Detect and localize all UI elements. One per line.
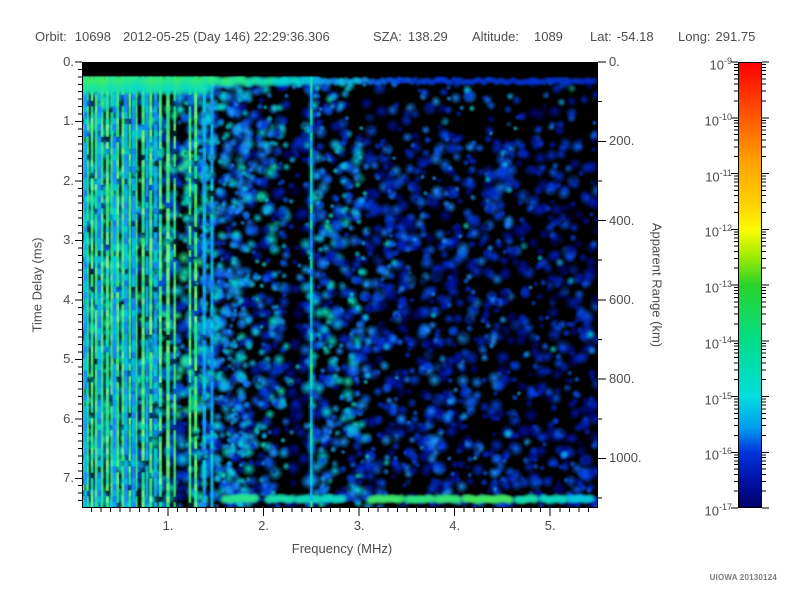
colorbar-tick-exponent: -14 — [718, 334, 732, 345]
observation-header: Orbit: 10698 2012-05-25 (Day 146) 22:29:36… — [0, 29, 800, 45]
header-field-value: -54.18 — [616, 29, 654, 44]
y-left-tick-label: 0. — [63, 54, 74, 69]
colorbar-tick-base: 10 — [704, 280, 719, 296]
y-right-axis-title: Apparent Range (km) — [649, 222, 665, 348]
y-right-tick-label: 1000. — [609, 450, 642, 466]
x-tick-label: 3. — [353, 518, 365, 533]
colorbar-tick-base: 10 — [704, 336, 719, 352]
header-item-datetime: 2012-05-25 (Day 146) 22:29:36.306 — [123, 29, 330, 44]
header-field-value: 2012-05-25 (Day 146) 22:29:36.306 — [123, 29, 330, 44]
colorbar-tick-label: 10-14 — [705, 332, 732, 352]
colorbar-tick-base: 10 — [709, 57, 724, 73]
header-field-label: Lat: — [590, 29, 612, 44]
header-field-label: Long: — [678, 29, 711, 44]
header-item-lat: Lat: -54.18 — [590, 29, 654, 44]
colorbar-tick-label: 10-11 — [705, 165, 732, 185]
colorbar-tick-label: 10-10 — [705, 109, 732, 129]
y-left-tick-label: 5. — [63, 351, 74, 367]
y-left-axis-title: Time Delay (ms) — [29, 237, 45, 333]
header-field-label: Altitude: — [472, 29, 519, 44]
x-axis-title: Frequency (MHz) — [291, 541, 393, 556]
colorbar-tick-exponent: -9 — [723, 56, 732, 66]
y-left-tick-label: 3. — [63, 232, 74, 248]
colorbar-tick-exponent: -16 — [718, 446, 732, 457]
x-tick-label: 2. — [258, 518, 269, 533]
y-right-tick-label: 200. — [609, 133, 635, 149]
header-item-long: Long: 291.75 — [678, 29, 755, 44]
y-right-tick-label: 0. — [609, 54, 620, 69]
colorbar-tick-base: 10 — [704, 224, 719, 240]
header-field-value: 10698 — [74, 29, 111, 44]
colorbar-tick-base: 10 — [704, 113, 719, 129]
colorbar-tick-exponent: -15 — [718, 390, 732, 401]
header-field-label: Orbit: — [35, 29, 67, 44]
colorbar-tick-label: 10-12 — [705, 220, 732, 240]
credit-label: UIOWA 20130124 — [709, 573, 777, 582]
header-field-label: SZA: — [373, 29, 402, 44]
y-left-tick-label: 2. — [63, 172, 74, 188]
colorbar-tick-exponent: -13 — [718, 279, 732, 289]
y-left-tick-label: 1. — [63, 113, 74, 129]
x-tick-label: 4. — [449, 518, 461, 533]
x-tick-label: 5. — [544, 518, 556, 533]
y-left-tick-label: 7. — [63, 470, 74, 486]
y-right-tick-label: 400. — [609, 212, 635, 228]
y-left-tick-label: 4. — [63, 291, 74, 307]
colorbar-tick-exponent: -10 — [718, 111, 732, 122]
header-item-sza: SZA: 138.29 — [373, 29, 448, 44]
ionogram-heatmap — [82, 62, 598, 508]
colorbar-tick-exponent: -12 — [718, 223, 732, 234]
header-field-value: 1089 — [533, 29, 563, 44]
header-field-value: 138.29 — [407, 29, 448, 44]
header-field-value: 291.75 — [715, 29, 756, 44]
colorbar-tick-exponent: -17 — [718, 502, 732, 512]
colorbar-tick-base: 10 — [705, 168, 720, 184]
y-left-tick-label: 6. — [63, 410, 74, 426]
colorbar-gradient — [738, 62, 762, 508]
colorbar-tick-label: 10-13 — [705, 276, 732, 296]
colorbar-tick-label: 10-15 — [705, 388, 732, 408]
y-right-tick-label: 600. — [609, 291, 635, 307]
colorbar-units-label: V2m-2Hz-1 — [0, 0, 400, 16]
y-right-tick-label: 800. — [609, 371, 635, 387]
colorbar-tick-label: 10-17 — [705, 499, 732, 519]
header-item-altitude: Altitude: 1089 — [472, 29, 563, 44]
colorbar-tick-label: 10-9 — [710, 53, 732, 73]
colorbar-tick-exponent: -11 — [719, 167, 732, 178]
colorbar-tick-base: 10 — [704, 447, 719, 463]
colorbar-tick-base: 10 — [704, 391, 719, 407]
colorbar-tick-base: 10 — [704, 503, 719, 519]
x-tick-label: 1. — [162, 518, 174, 533]
header-item-orbit: Orbit: 10698 — [35, 29, 111, 44]
colorbar-tick-label: 10-16 — [705, 443, 732, 463]
